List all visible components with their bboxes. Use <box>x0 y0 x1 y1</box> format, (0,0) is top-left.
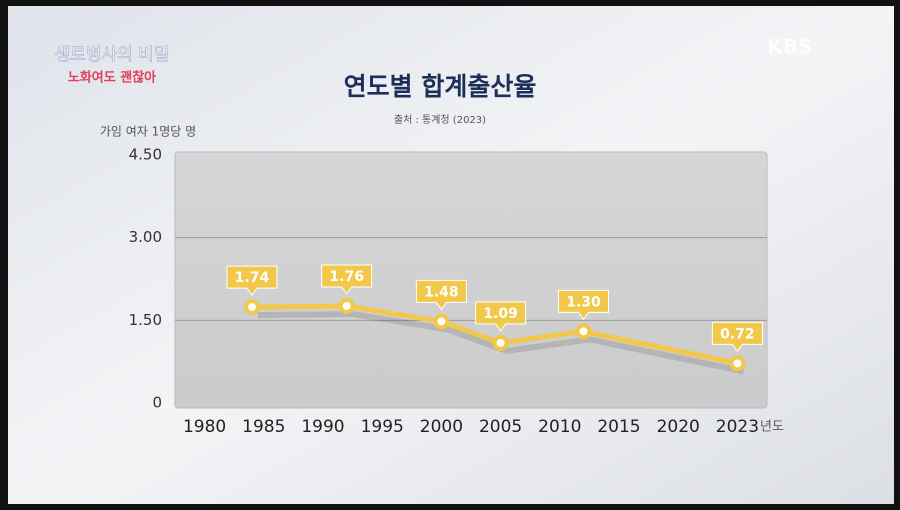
x-axis-label: 년도 <box>760 420 784 435</box>
line-shadow <box>257 311 745 375</box>
point <box>575 323 592 340</box>
channel-logo: KBS <box>767 35 812 59</box>
point <box>492 334 509 351</box>
point <box>338 298 355 315</box>
label-box <box>475 301 527 332</box>
x-tick-label: 1985 <box>242 417 285 437</box>
y-axis-label: 가임 여자 1명당 명 <box>100 125 196 139</box>
x-tick-label: 1990 <box>301 417 344 437</box>
x-tick-label: 1980 <box>183 417 226 437</box>
value-label: 1.74 <box>235 270 270 286</box>
x-tick-label: 2020 <box>657 417 700 437</box>
x-tick-label: 2000 <box>420 417 463 437</box>
point <box>243 299 260 316</box>
point <box>433 313 450 330</box>
value-label: 0.72 <box>720 326 755 342</box>
value-label: 1.09 <box>483 306 518 322</box>
y-tick-label: 1.50 <box>129 311 162 329</box>
y-tick-label: 4.50 <box>129 146 162 164</box>
point <box>729 355 746 372</box>
value-label: 1.30 <box>566 294 601 310</box>
label-box <box>415 279 467 311</box>
label-box <box>557 289 609 321</box>
episode-title: 노화여도 괜찮아 <box>68 70 156 86</box>
x-tick-label: 2005 <box>479 417 522 437</box>
x-tick-label: 2023 <box>716 417 759 437</box>
y-tick-label: 0 <box>152 394 162 412</box>
plot-area <box>174 151 768 409</box>
label-box <box>226 265 278 296</box>
y-tick-label: 3.00 <box>129 228 162 246</box>
value-label: 1.76 <box>329 269 364 285</box>
x-tick-label: 1995 <box>361 417 404 437</box>
x-tick-label: 2010 <box>538 417 581 437</box>
program-logo: 생로병사의 비밀 <box>55 45 170 65</box>
label-box <box>321 264 373 295</box>
chart-title: 연도별 합계출산율 <box>344 72 537 101</box>
label-box <box>711 321 763 353</box>
data-line <box>251 303 738 366</box>
chart-subtitle: 출처 : 통계청 (2023) <box>394 114 486 126</box>
x-tick-label: 2015 <box>597 417 640 437</box>
value-label: 1.48 <box>424 284 459 300</box>
